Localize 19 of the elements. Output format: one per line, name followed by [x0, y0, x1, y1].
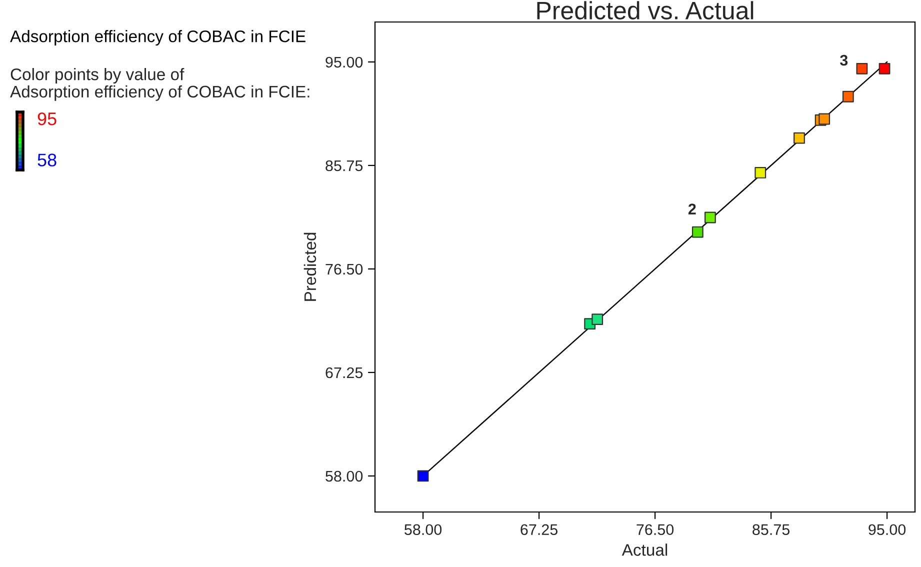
- y-tick-label: 58.00: [326, 470, 363, 482]
- x-tick-label: 76.50: [636, 524, 674, 536]
- text: Adsorption efficiency of COBAC in FCIE: [10, 30, 306, 46]
- y-axis-title: Predicted: [304, 232, 316, 301]
- x-axis-title: Actual: [622, 544, 668, 556]
- x-tick-label: 67.25: [520, 524, 558, 536]
- y-tick-label: 95.00: [326, 56, 363, 68]
- x-tick-label: 95.00: [868, 524, 906, 536]
- y-tick-label: 67.25: [326, 367, 363, 378]
- chart-title: Predicted vs. Actual: [537, 1, 754, 20]
- y-tick-label: 85.75: [326, 160, 363, 172]
- annotation: 2: [688, 204, 696, 214]
- text: 95: [38, 112, 56, 126]
- x-tick-label: 58.00: [404, 524, 442, 536]
- color-bar-title: Color points by value of Adsorption efficiency of COBAC in FCIE:: [10, 68, 310, 101]
- x-tick-label: 85.75: [752, 524, 790, 536]
- y-tick-label: 76.50: [326, 264, 363, 275]
- text: 58: [38, 154, 56, 166]
- annotation: 3: [840, 54, 848, 66]
